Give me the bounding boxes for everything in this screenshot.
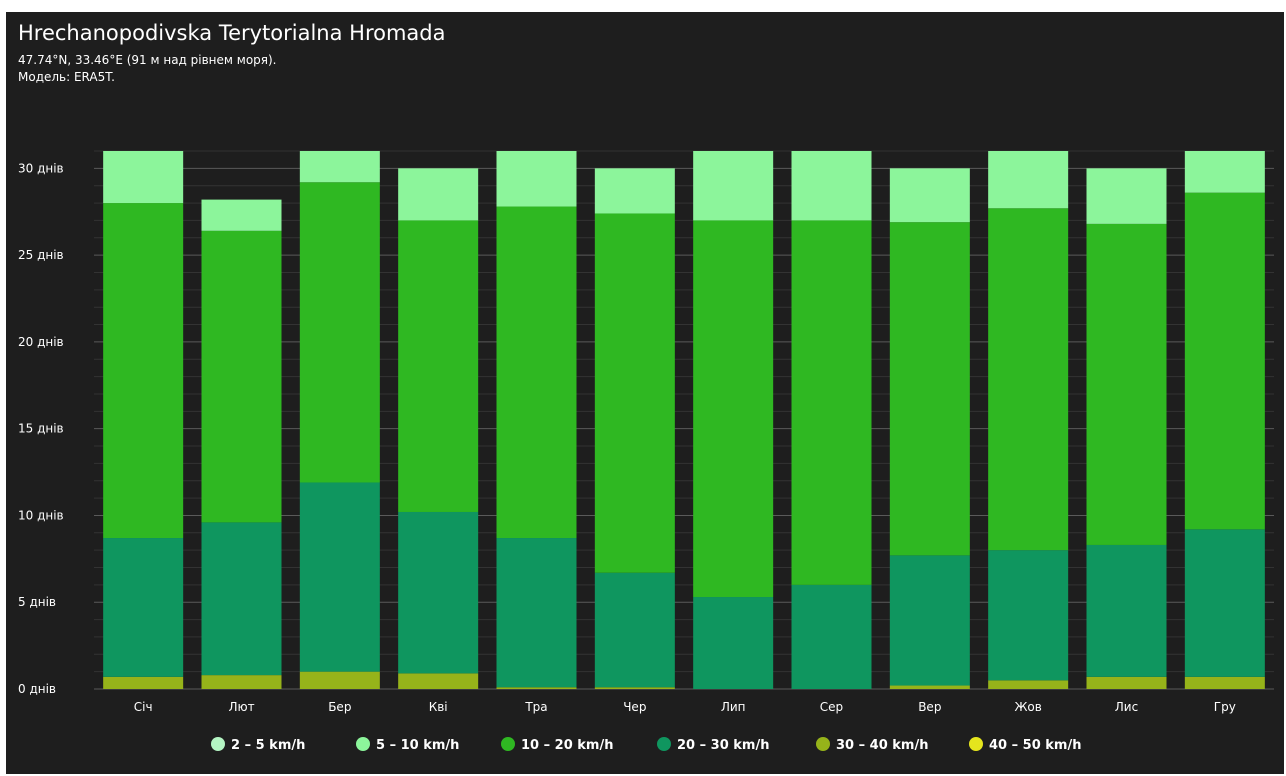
chart-frame: Hrechanopodivska Terytorialna Hromada 47… bbox=[6, 12, 1284, 774]
bar-segment bbox=[1184, 192, 1265, 530]
legend-item-label: 10 – 20 km/h bbox=[521, 738, 613, 753]
legend-marker bbox=[501, 737, 515, 751]
bar-segment bbox=[299, 482, 380, 672]
bar-segment bbox=[693, 151, 774, 221]
legend-marker bbox=[657, 737, 671, 751]
bar-segment bbox=[1184, 529, 1265, 677]
bar-segment bbox=[299, 671, 380, 689]
bar-segment bbox=[1184, 676, 1265, 689]
bar-segment bbox=[496, 151, 577, 207]
x-category-label: Лют bbox=[228, 700, 254, 714]
bar-segment bbox=[398, 673, 479, 689]
x-category-label: Чер bbox=[623, 700, 646, 714]
bar-segment bbox=[594, 572, 675, 688]
bar-segment bbox=[201, 522, 282, 676]
location-subtitle: 47.74°N, 33.46°E (91 м над рівнем моря). bbox=[18, 53, 277, 67]
legend-item-label: 2 – 5 km/h bbox=[231, 738, 305, 753]
legend-marker bbox=[969, 737, 983, 751]
legend-item-label: 40 – 50 km/h bbox=[989, 738, 1081, 753]
bar-segment bbox=[201, 675, 282, 689]
bar-segment bbox=[398, 168, 479, 221]
bar-segment bbox=[496, 687, 577, 689]
bar-segment bbox=[988, 208, 1069, 551]
bar-segment bbox=[791, 151, 872, 221]
bar-segment bbox=[988, 550, 1069, 681]
chart-title: Hrechanopodivska Terytorialna Hromada bbox=[18, 21, 446, 45]
bar-segment bbox=[201, 230, 282, 523]
bar-segment bbox=[1086, 223, 1167, 545]
x-category-label: Вер bbox=[918, 700, 941, 714]
legend-item-label: 20 – 30 km/h bbox=[677, 738, 769, 753]
bar-segment bbox=[103, 676, 184, 689]
bar-segment bbox=[1086, 168, 1167, 224]
x-category-label: Бер bbox=[328, 700, 351, 714]
x-category-label: Сер bbox=[820, 700, 843, 714]
bar-segment bbox=[1184, 151, 1265, 193]
stacked-bar-chart: 0 днів 5 днів 10 днів 15 днів 20 днів 25 днів… bbox=[18, 150, 1274, 753]
bar-segment bbox=[988, 680, 1069, 689]
bar-segment bbox=[398, 220, 479, 512]
x-category-label: Гру bbox=[1214, 700, 1236, 714]
y-tick-label: 15 днів bbox=[18, 422, 64, 436]
y-tick-label: 25 днів bbox=[18, 248, 64, 262]
bar-segment bbox=[201, 199, 282, 231]
bar-segment bbox=[988, 151, 1069, 209]
bar-segment bbox=[398, 511, 479, 674]
legend-marker bbox=[211, 737, 225, 751]
y-tick-label: 20 днів bbox=[18, 335, 64, 349]
legend-item-label: 30 – 40 km/h bbox=[836, 738, 928, 753]
bar-segment bbox=[889, 555, 970, 686]
model-label: Модель: ERA5T. bbox=[18, 70, 115, 84]
legend-item-label: 5 – 10 km/h bbox=[376, 738, 459, 753]
bar-segment bbox=[299, 182, 380, 483]
x-category-label: Тра bbox=[524, 700, 547, 714]
bar-segment bbox=[103, 203, 184, 539]
y-tick-label: 10 днів bbox=[18, 508, 64, 522]
bar-segment bbox=[889, 685, 970, 689]
bar-segment bbox=[791, 584, 872, 689]
x-category-label: Лис bbox=[1115, 700, 1138, 714]
bar-segment bbox=[496, 538, 577, 688]
x-category-label: Жов bbox=[1014, 700, 1041, 714]
legend-marker bbox=[356, 737, 370, 751]
bar-segment bbox=[103, 151, 184, 204]
bar-segment bbox=[594, 687, 675, 689]
bar-segment bbox=[594, 213, 675, 573]
bar-segment bbox=[594, 168, 675, 214]
bar-segment bbox=[693, 220, 774, 598]
legend-marker bbox=[816, 737, 830, 751]
bar-segment bbox=[299, 151, 380, 183]
bar-segment bbox=[103, 538, 184, 677]
y-tick-label: 30 днів bbox=[18, 161, 64, 175]
bar-segment bbox=[791, 220, 872, 585]
y-tick-label: 0 днів bbox=[18, 682, 56, 696]
bar-segment bbox=[496, 206, 577, 539]
y-tick-label: 5 днів bbox=[18, 595, 56, 609]
bar-segment bbox=[693, 597, 774, 689]
x-category-label: Кві bbox=[429, 700, 448, 714]
bar-segment bbox=[1086, 676, 1167, 689]
bar-segment bbox=[889, 222, 970, 556]
x-category-label: Січ bbox=[134, 700, 153, 714]
x-category-label: Лип bbox=[721, 700, 746, 714]
bar-segment bbox=[1086, 544, 1167, 677]
bar-segment bbox=[889, 168, 970, 223]
